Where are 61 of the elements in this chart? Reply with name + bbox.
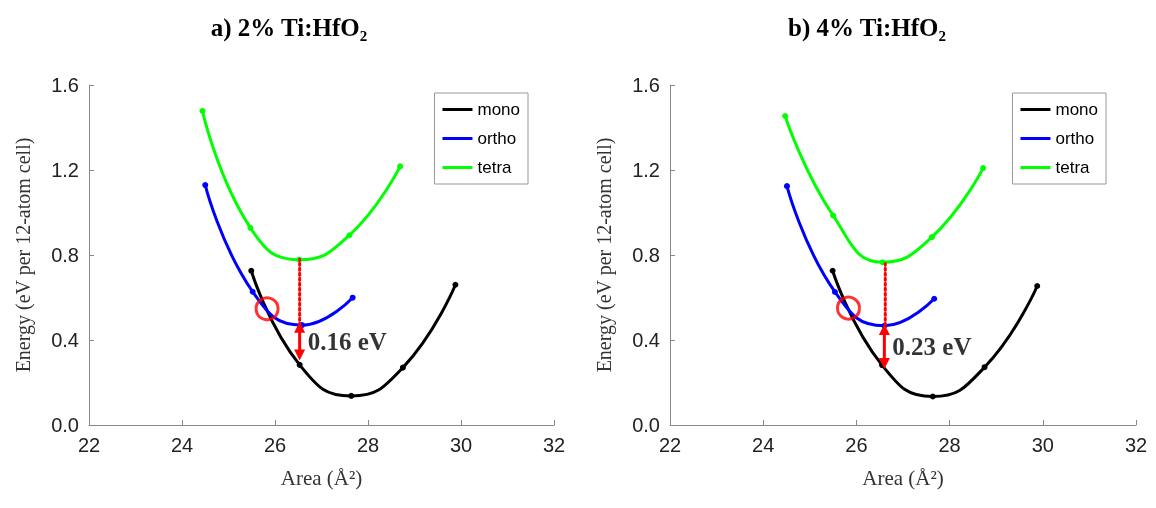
point xyxy=(199,107,206,114)
point xyxy=(829,267,836,274)
x-tick-label: 24 xyxy=(170,434,194,456)
point xyxy=(929,393,936,400)
y-tick-label: 1.6 xyxy=(632,74,660,96)
legend-label: mono xyxy=(477,100,521,119)
legend-label: ortho xyxy=(477,129,517,148)
point xyxy=(248,267,255,274)
legend-label: mono xyxy=(1055,100,1099,119)
point xyxy=(452,281,459,288)
y-axis-title: Energy (eV per 12-atom cell) xyxy=(12,137,35,373)
x-tick-label: 30 xyxy=(449,434,473,456)
point xyxy=(397,163,404,170)
annotation: 0.23 eV xyxy=(892,332,972,360)
x-tick-label: 28 xyxy=(356,434,380,456)
x-tick-label: 22 xyxy=(77,434,101,456)
point xyxy=(931,295,938,302)
x-tick-label: 28 xyxy=(938,434,961,456)
point xyxy=(981,364,988,371)
y-tick-label: 0.4 xyxy=(632,329,660,351)
point xyxy=(928,234,935,241)
point xyxy=(782,113,789,120)
point xyxy=(296,361,303,368)
y-tick-label: 1.6 xyxy=(51,74,79,96)
y-tick-label: 0.0 xyxy=(51,414,79,436)
point xyxy=(783,183,790,190)
y-tick-label: 1.2 xyxy=(51,159,79,181)
legend-label: tetra xyxy=(1055,158,1091,177)
point xyxy=(831,288,838,295)
legend-label: ortho xyxy=(1055,129,1095,148)
x-tick-label: 22 xyxy=(658,434,682,456)
x-tick-label: 32 xyxy=(542,434,566,456)
x-axis-title: Area (Å²) xyxy=(280,465,363,490)
point xyxy=(980,165,987,172)
chart-title: a) 2% Ti:HfO₂ xyxy=(210,14,368,42)
point xyxy=(348,392,355,399)
y-tick-label: 0.8 xyxy=(51,244,79,266)
x-tick-label: 32 xyxy=(1124,434,1148,456)
x-tick-label: 30 xyxy=(1031,434,1054,456)
point xyxy=(346,232,353,239)
point xyxy=(349,294,356,301)
y-tick-label: 0.0 xyxy=(632,414,660,436)
point xyxy=(202,182,209,189)
point xyxy=(836,295,861,321)
point xyxy=(1034,283,1041,290)
y-tick-label: 1.2 xyxy=(632,159,660,181)
x-tick-label: 26 xyxy=(845,434,868,456)
legend-label: tetra xyxy=(477,158,513,177)
annotation: 0.16 eV xyxy=(307,327,387,355)
y-tick-label: 0.8 xyxy=(632,244,660,266)
y-tick-label: 0.4 xyxy=(51,329,79,351)
point xyxy=(254,296,280,322)
chart-title: b) 4% Ti:HfO₂ xyxy=(788,14,946,42)
point xyxy=(249,288,256,295)
x-tick-label: 26 xyxy=(263,434,287,456)
x-axis-title: Area (Å²) xyxy=(862,465,944,490)
point xyxy=(830,212,837,219)
point xyxy=(399,364,406,371)
point xyxy=(247,224,254,231)
y-axis-title: Energy (eV per 12-atom cell) xyxy=(593,137,616,373)
x-tick-label: 24 xyxy=(752,434,775,456)
